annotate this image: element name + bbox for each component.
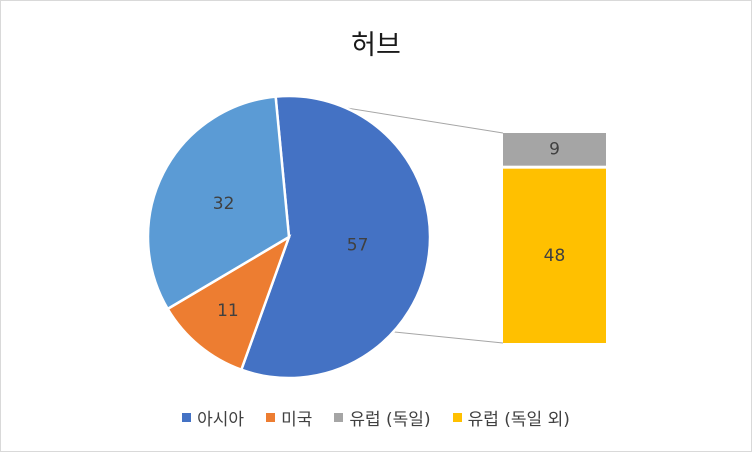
legend-label: 유럽 (독일 외) bbox=[467, 410, 570, 430]
legend-swatch bbox=[452, 413, 462, 422]
data-label-유럽-독일-외: 48 bbox=[544, 246, 566, 266]
pie-slice-아시아 bbox=[239, 94, 432, 380]
data-label-아시아: 57 bbox=[347, 236, 369, 256]
legend-item-유럽-독일: 유럽 (독일) bbox=[334, 405, 431, 430]
stacked-bar bbox=[503, 133, 606, 343]
legend-swatch bbox=[334, 413, 344, 422]
pie bbox=[146, 94, 432, 380]
legend-item-미국: 미국 bbox=[266, 405, 312, 430]
legend-swatch bbox=[182, 413, 192, 422]
legend-label: 미국 bbox=[281, 410, 313, 430]
bar-segment-유럽-독일-외 bbox=[503, 168, 606, 343]
legend: 아시아 미국 유럽 (독일) 유럽 (독일 외) bbox=[1, 405, 751, 430]
data-label-유럽-독일: 9 bbox=[549, 139, 560, 159]
pie-slice-미국 bbox=[165, 234, 292, 372]
legend-label: 아시아 bbox=[197, 410, 245, 430]
pie-of-bar-chart: 57 11 32 9 48 bbox=[146, 94, 606, 380]
pie-slice-other bbox=[146, 95, 291, 311]
legend-label: 유럽 (독일) bbox=[349, 410, 431, 430]
legend-swatch bbox=[266, 413, 276, 422]
legend-item-유럽-독일-외: 유럽 (독일 외) bbox=[452, 405, 570, 430]
data-labels: 57 11 32 9 48 bbox=[213, 139, 566, 321]
data-label-미국: 11 bbox=[217, 301, 239, 321]
chart-title: 허브 bbox=[351, 30, 401, 61]
legend-item-아시아: 아시아 bbox=[182, 405, 244, 430]
bar-segment-유럽-독일 bbox=[503, 133, 606, 166]
data-label-other: 32 bbox=[213, 194, 235, 214]
